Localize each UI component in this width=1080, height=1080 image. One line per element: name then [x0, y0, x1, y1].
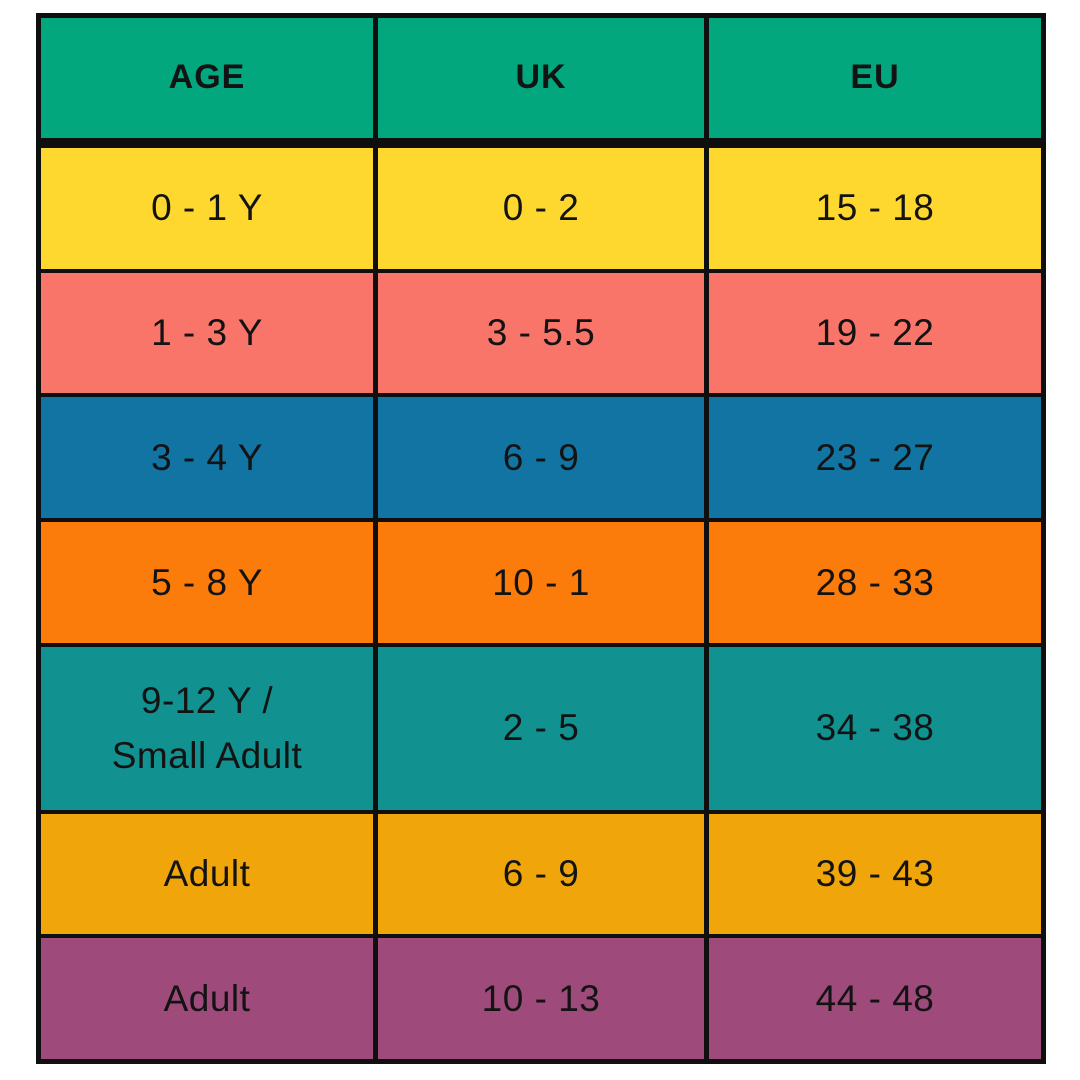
table-row: 3 - 4 Y 6 - 9 23 - 27	[41, 397, 1042, 519]
cell-eu: 44 - 48	[709, 938, 1042, 1060]
column-header-uk: UK	[378, 18, 705, 138]
cell-eu: 23 - 27	[709, 397, 1042, 519]
table-row: Adult 6 - 9 39 - 43	[41, 813, 1042, 935]
cell-age: 9-12 Y / Small Adult	[41, 646, 373, 810]
cell-uk: 2 - 5	[378, 646, 705, 810]
table-row: Adult 10 - 13 44 - 48	[41, 938, 1042, 1060]
table-row: 5 - 8 Y 10 - 1 28 - 33	[41, 522, 1042, 643]
table-header-row: AGE UK EU	[41, 18, 1042, 138]
cell-uk: 10 - 13	[378, 938, 705, 1060]
cell-uk: 10 - 1	[378, 522, 705, 643]
cell-age: 1 - 3 Y	[41, 272, 373, 394]
cell-eu: 34 - 38	[709, 646, 1042, 810]
table-row: 1 - 3 Y 3 - 5.5 19 - 22	[41, 272, 1042, 394]
cell-age: Adult	[41, 938, 373, 1060]
table-row: 9-12 Y / Small Adult 2 - 5 34 - 38	[41, 646, 1042, 810]
cell-eu: 28 - 33	[709, 522, 1042, 643]
cell-age: 5 - 8 Y	[41, 522, 373, 643]
cell-uk: 0 - 2	[378, 147, 705, 269]
cell-eu: 15 - 18	[709, 147, 1042, 269]
column-header-eu: EU	[709, 18, 1042, 138]
cell-uk: 6 - 9	[378, 813, 705, 935]
cell-uk: 3 - 5.5	[378, 272, 705, 394]
column-header-age: AGE	[41, 18, 373, 138]
table-row: 0 - 1 Y 0 - 2 15 - 18	[41, 147, 1042, 269]
cell-uk: 6 - 9	[378, 397, 705, 519]
cell-age: 3 - 4 Y	[41, 397, 373, 519]
cell-age: Adult	[41, 813, 373, 935]
cell-eu: 19 - 22	[709, 272, 1042, 394]
size-chart-table: AGE UK EU 0 - 1 Y 0 - 2 15 - 18 1 - 3 Y …	[36, 13, 1046, 1064]
cell-eu: 39 - 43	[709, 813, 1042, 935]
cell-age: 0 - 1 Y	[41, 147, 373, 269]
